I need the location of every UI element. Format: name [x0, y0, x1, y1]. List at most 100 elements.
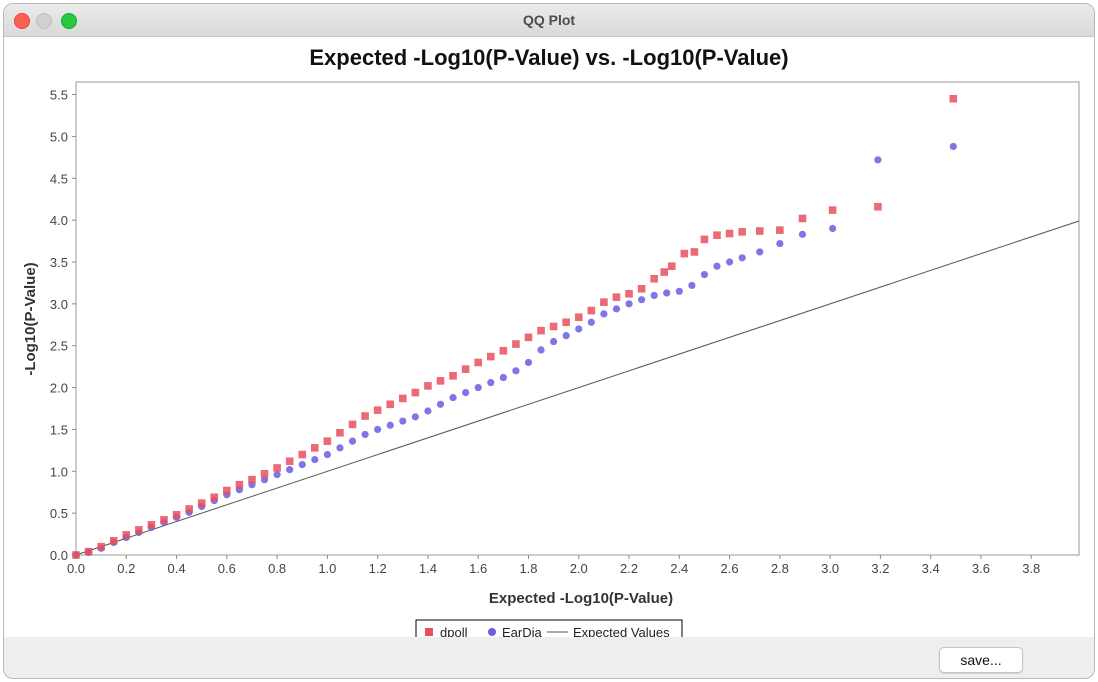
- eardia-point: [600, 310, 608, 318]
- dpoll-point: [949, 94, 958, 103]
- y-axis-label: -Log10(P-Value): [22, 262, 39, 375]
- x-tick-label: 3.4: [922, 561, 940, 576]
- eardia-point: [638, 296, 646, 304]
- x-tick-label: 3.8: [1022, 561, 1040, 576]
- dpoll-point: [690, 248, 699, 256]
- eardia-point: [524, 358, 533, 367]
- dpoll-point: [386, 400, 395, 409]
- dpoll-point: [72, 551, 80, 559]
- eardia-point: [436, 400, 445, 408]
- x-tick-label: 2.0: [570, 561, 588, 576]
- legend-dpoll-label: dpoll: [440, 625, 468, 637]
- dpoll-point: [574, 313, 583, 322]
- dpoll-point: [537, 326, 545, 335]
- dpoll-point: [348, 420, 357, 429]
- dpoll-point: [776, 226, 784, 234]
- eardia-point: [700, 270, 709, 279]
- eardia-point: [949, 142, 957, 151]
- dpoll-point: [84, 547, 93, 556]
- title-bar: QQ Plot: [4, 4, 1094, 37]
- dpoll-point: [499, 346, 508, 355]
- legend-expected-label: Expected Values: [573, 625, 670, 637]
- eardia-point: [776, 239, 784, 248]
- eardia-point: [336, 444, 344, 452]
- dpoll-point: [273, 464, 281, 472]
- legend-eardia-marker: [488, 628, 496, 636]
- eardia-point: [650, 291, 658, 300]
- eardia-point: [399, 417, 407, 425]
- dpoll-point: [135, 526, 143, 534]
- chart-title: Expected -Log10(P-Value) vs. -Log10(P-Va…: [309, 45, 788, 70]
- eardia-point: [449, 394, 457, 402]
- save-button[interactable]: save...: [939, 647, 1023, 673]
- dpoll-point: [210, 493, 219, 502]
- dpoll-point: [587, 306, 596, 315]
- eardia-point: [575, 325, 583, 333]
- eardia-point: [323, 450, 331, 459]
- dpoll-point: [680, 249, 689, 258]
- eardia-point: [311, 455, 319, 464]
- x-tick-label: 3.0: [821, 561, 839, 576]
- eardia-point: [386, 421, 394, 429]
- dpoll-point: [625, 290, 633, 298]
- chart-panel: Expected -Log10(P-Value) vs. -Log10(P-Va…: [4, 37, 1094, 646]
- dpoll-point: [235, 480, 244, 489]
- data-marks: [72, 94, 1080, 559]
- eardia-point: [829, 224, 837, 233]
- dpoll-point: [650, 274, 658, 283]
- eardia-point: [474, 383, 482, 392]
- x-tick-label: 1.8: [519, 561, 537, 576]
- eardia-point: [587, 318, 595, 326]
- axes: 0.0 0.2 0.4 0.6 0.8 1.0 1.2 1.4 1.6 1.8 2.0 2.2 2.4 2…: [50, 88, 1040, 576]
- eardia-point: [273, 471, 281, 479]
- eardia-point: [374, 425, 382, 434]
- minimize-window-button[interactable]: [36, 13, 52, 29]
- y-tick-label: 3.0: [50, 297, 68, 312]
- eardia-point: [298, 460, 306, 469]
- dpoll-point: [612, 293, 621, 301]
- dpoll-point: [260, 469, 269, 478]
- dpoll-point: [298, 450, 307, 459]
- eardia-point: [260, 476, 269, 484]
- x-axis-label: Expected -Log10(P-Value): [489, 590, 673, 607]
- y-tick-label: 2.5: [50, 339, 68, 354]
- zoom-window-button[interactable]: [61, 13, 77, 29]
- dpoll-point: [323, 437, 332, 445]
- dpoll-point: [474, 358, 483, 367]
- y-tick-label: 0.0: [50, 548, 68, 563]
- y-tick-label: 4.5: [50, 171, 68, 186]
- eardia-point: [675, 287, 683, 295]
- dpoll-point: [424, 382, 432, 390]
- x-tick-label: 2.2: [620, 561, 638, 576]
- x-tick-label: 1.0: [318, 561, 336, 576]
- eardia-point: [424, 407, 432, 415]
- eardia-point: [713, 262, 721, 270]
- plot-area: [75, 81, 1080, 556]
- dpoll-point: [311, 444, 319, 452]
- y-tick-label: 3.5: [50, 255, 68, 270]
- eardia-point: [663, 289, 671, 297]
- dpoll-point: [197, 499, 206, 507]
- dpoll-point: [172, 511, 181, 519]
- dpoll-point: [512, 340, 520, 348]
- y-tick-label: 5.0: [50, 129, 68, 144]
- legend: dpoll EarDia Expected Values: [415, 619, 683, 646]
- dpoll-point: [637, 284, 646, 293]
- x-tick-label: 2.6: [721, 561, 739, 576]
- dpoll-point: [248, 475, 256, 484]
- dpoll-point: [411, 388, 420, 397]
- eardia-point: [411, 413, 419, 421]
- dpoll-point: [828, 206, 837, 214]
- expected-values-line: [75, 220, 1080, 556]
- x-tick-label: 3.2: [871, 561, 889, 576]
- y-tick-label: 1.0: [50, 464, 68, 479]
- close-window-button[interactable]: [14, 13, 30, 29]
- dpoll-point: [361, 412, 369, 420]
- y-tick-label: 4.0: [50, 213, 68, 228]
- x-tick-label: 0.6: [218, 561, 236, 576]
- dpoll-point: [798, 214, 807, 223]
- x-tick-label: 2.4: [670, 561, 688, 576]
- eardia-point: [348, 437, 357, 445]
- x-tick-label: 1.6: [469, 561, 487, 576]
- x-tick-label: 0.0: [67, 561, 85, 576]
